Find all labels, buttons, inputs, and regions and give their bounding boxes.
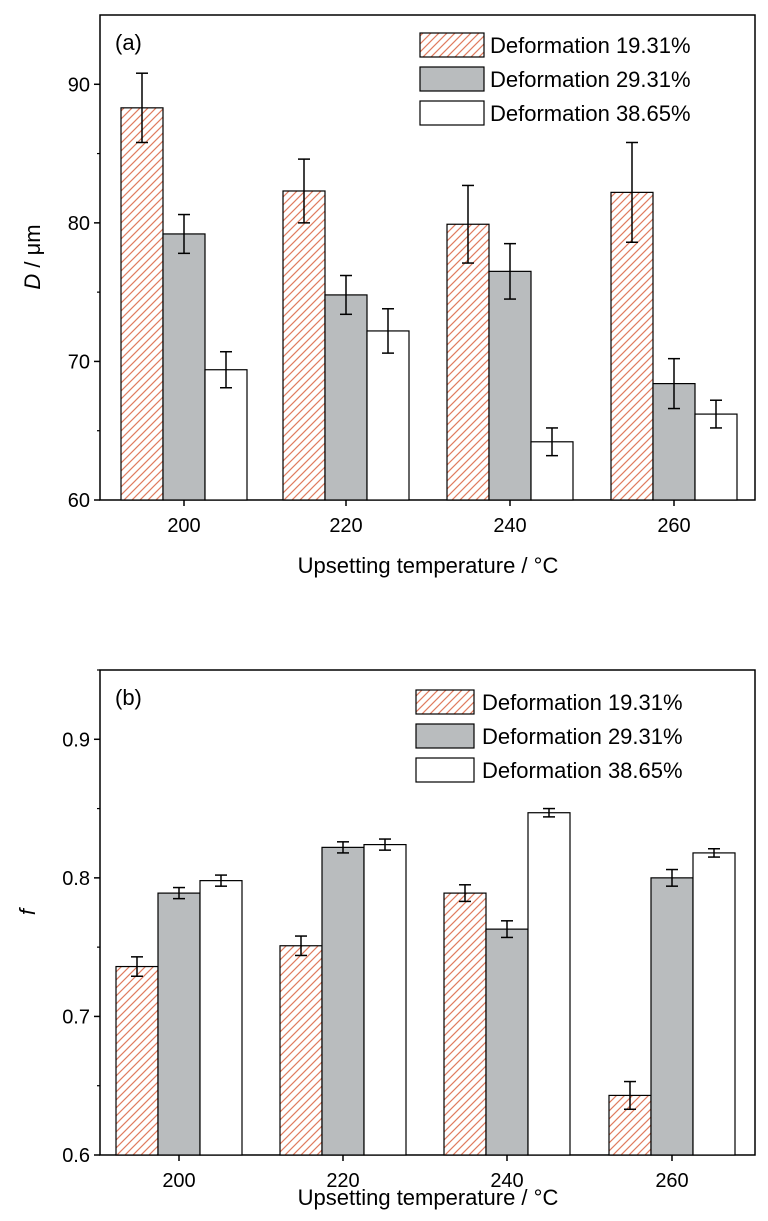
error-bar-series-3-240 <box>546 427 558 457</box>
error-bar-series-3-240 <box>543 807 555 818</box>
bar-series-2-260 <box>650 877 694 1156</box>
bar-series-2-220 <box>324 294 368 501</box>
legend-label-series-2: Deformation 29.31% <box>490 67 691 92</box>
chart-panel-b: 0.6 0.7 0.8 0.9 200 220 240 260 (b) Upsetting … <box>15 669 756 1210</box>
error-bar-series-3-200 <box>220 350 232 389</box>
error-bar-series-1-220 <box>295 935 307 957</box>
bar-series-1-220 <box>282 190 326 501</box>
legend-label-series-3: Deformation 38.65% <box>490 101 691 126</box>
panel-label: (b) <box>115 685 142 710</box>
plot-frame <box>99 14 756 501</box>
y-ticks-group: 0.6 0.7 0.8 0.9 <box>62 669 100 1167</box>
y-tick-label: 0.6 <box>62 1145 90 1167</box>
bar-series-3-260 <box>692 852 736 1156</box>
bar-series-1-220 <box>279 945 323 1156</box>
legend: Deformation 19.31% Deformation 29.31% De… <box>419 32 691 126</box>
bar-series-1-240 <box>443 892 487 1156</box>
bar-series-2-200 <box>162 233 206 501</box>
bars-group <box>120 72 738 501</box>
legend-swatch-series-3 <box>415 757 475 783</box>
error-bar-series-2-260 <box>668 357 680 410</box>
x-tick-label: 200 <box>167 515 200 537</box>
y-axis-title-symbol: D <box>20 274 45 290</box>
error-bar-series-2-200 <box>178 213 190 255</box>
error-bar-series-2-220 <box>340 274 352 316</box>
legend-label-series-1: Deformation 19.31% <box>482 690 683 715</box>
bar-series-3-200 <box>199 880 243 1156</box>
x-axis-title: Upsetting temperature / °C <box>298 1185 559 1210</box>
error-bar-series-2-220 <box>337 841 349 854</box>
error-bar-series-1-260 <box>624 1080 636 1111</box>
error-bar-series-3-200 <box>215 874 227 887</box>
bar-series-1-200 <box>115 965 159 1156</box>
panel-label: (a) <box>115 30 142 55</box>
x-ticks-group: 200 220 240 260 <box>162 1155 689 1192</box>
bars-group <box>115 807 736 1156</box>
error-bar-series-3-260 <box>708 848 720 858</box>
legend-label-series-3: Deformation 38.65% <box>482 758 683 783</box>
bar-series-2-240 <box>488 270 532 501</box>
x-tick-label: 200 <box>162 1170 195 1192</box>
bar-series-2-200 <box>157 892 201 1156</box>
bar-series-1-200 <box>120 107 164 501</box>
bar-series-3-240 <box>527 812 571 1156</box>
plot-area: 60 70 80 90 200 220 240 260 <box>68 14 756 537</box>
bar-series-3-220 <box>363 843 407 1156</box>
legend: Deformation 19.31% Deformation 29.31% De… <box>415 689 683 783</box>
y-axis-title-unit: / μm <box>20 224 45 273</box>
y-tick-label: 80 <box>68 213 90 235</box>
y-tick-label: 70 <box>68 351 90 373</box>
error-bar-series-1-240 <box>459 884 471 903</box>
error-bar-series-1-220 <box>298 158 310 224</box>
y-ticks-group: 60 70 80 90 <box>68 74 100 512</box>
error-bar-series-1-240 <box>462 184 474 264</box>
legend-label-series-2: Deformation 29.31% <box>482 724 683 749</box>
bar-series-1-260 <box>610 191 654 501</box>
x-tick-label: 220 <box>326 1170 359 1192</box>
error-bar-series-3-220 <box>379 838 391 851</box>
x-ticks-group: 200 220 240 260 <box>167 500 691 537</box>
error-bar-series-3-260 <box>710 399 722 429</box>
legend-swatch-series-2 <box>415 723 475 749</box>
legend-label-series-1: Deformation 19.31% <box>490 33 691 58</box>
error-bar-series-2-240 <box>501 920 513 939</box>
y-axis-title-symbol: f <box>15 906 40 915</box>
error-bar-series-1-200 <box>136 72 148 144</box>
y-tick-label: 0.9 <box>62 729 90 751</box>
x-tick-label: 220 <box>329 515 362 537</box>
x-axis-title: Upsetting temperature / °C <box>298 553 559 578</box>
error-bar-series-2-200 <box>173 886 185 900</box>
x-tick-label: 260 <box>655 1170 688 1192</box>
y-axis-title: f <box>15 906 40 915</box>
bar-series-2-220 <box>321 846 365 1156</box>
legend-swatch-series-1 <box>415 689 475 715</box>
plot-frame <box>99 669 756 1156</box>
error-bar-series-2-260 <box>666 868 678 887</box>
y-axis-title: D / μm <box>20 224 45 289</box>
bar-series-3-200 <box>204 369 248 501</box>
y-tick-label: 0.8 <box>62 868 90 890</box>
legend-swatch-series-1 <box>419 32 485 58</box>
legend-swatch-series-2 <box>419 66 485 92</box>
x-tick-label: 240 <box>493 515 526 537</box>
error-bar-series-1-260 <box>626 141 638 244</box>
bar-series-3-220 <box>366 330 410 501</box>
plot-area: 0.6 0.7 0.8 0.9 200 220 240 260 <box>62 669 756 1192</box>
y-tick-label: 90 <box>68 74 90 96</box>
y-tick-label: 0.7 <box>62 1006 90 1028</box>
error-bar-series-3-220 <box>382 308 394 354</box>
legend-swatch-series-3 <box>419 100 485 126</box>
x-tick-label: 240 <box>490 1170 523 1192</box>
chart-panel-a: 60 70 80 90 200 220 240 260 (a) Upsetting temp… <box>20 14 756 578</box>
y-tick-label: 60 <box>68 490 90 512</box>
x-tick-label: 260 <box>657 515 690 537</box>
bar-series-2-240 <box>485 928 529 1156</box>
error-bar-series-2-240 <box>504 242 516 300</box>
error-bar-series-1-200 <box>131 956 143 977</box>
bar-series-1-240 <box>446 223 490 501</box>
